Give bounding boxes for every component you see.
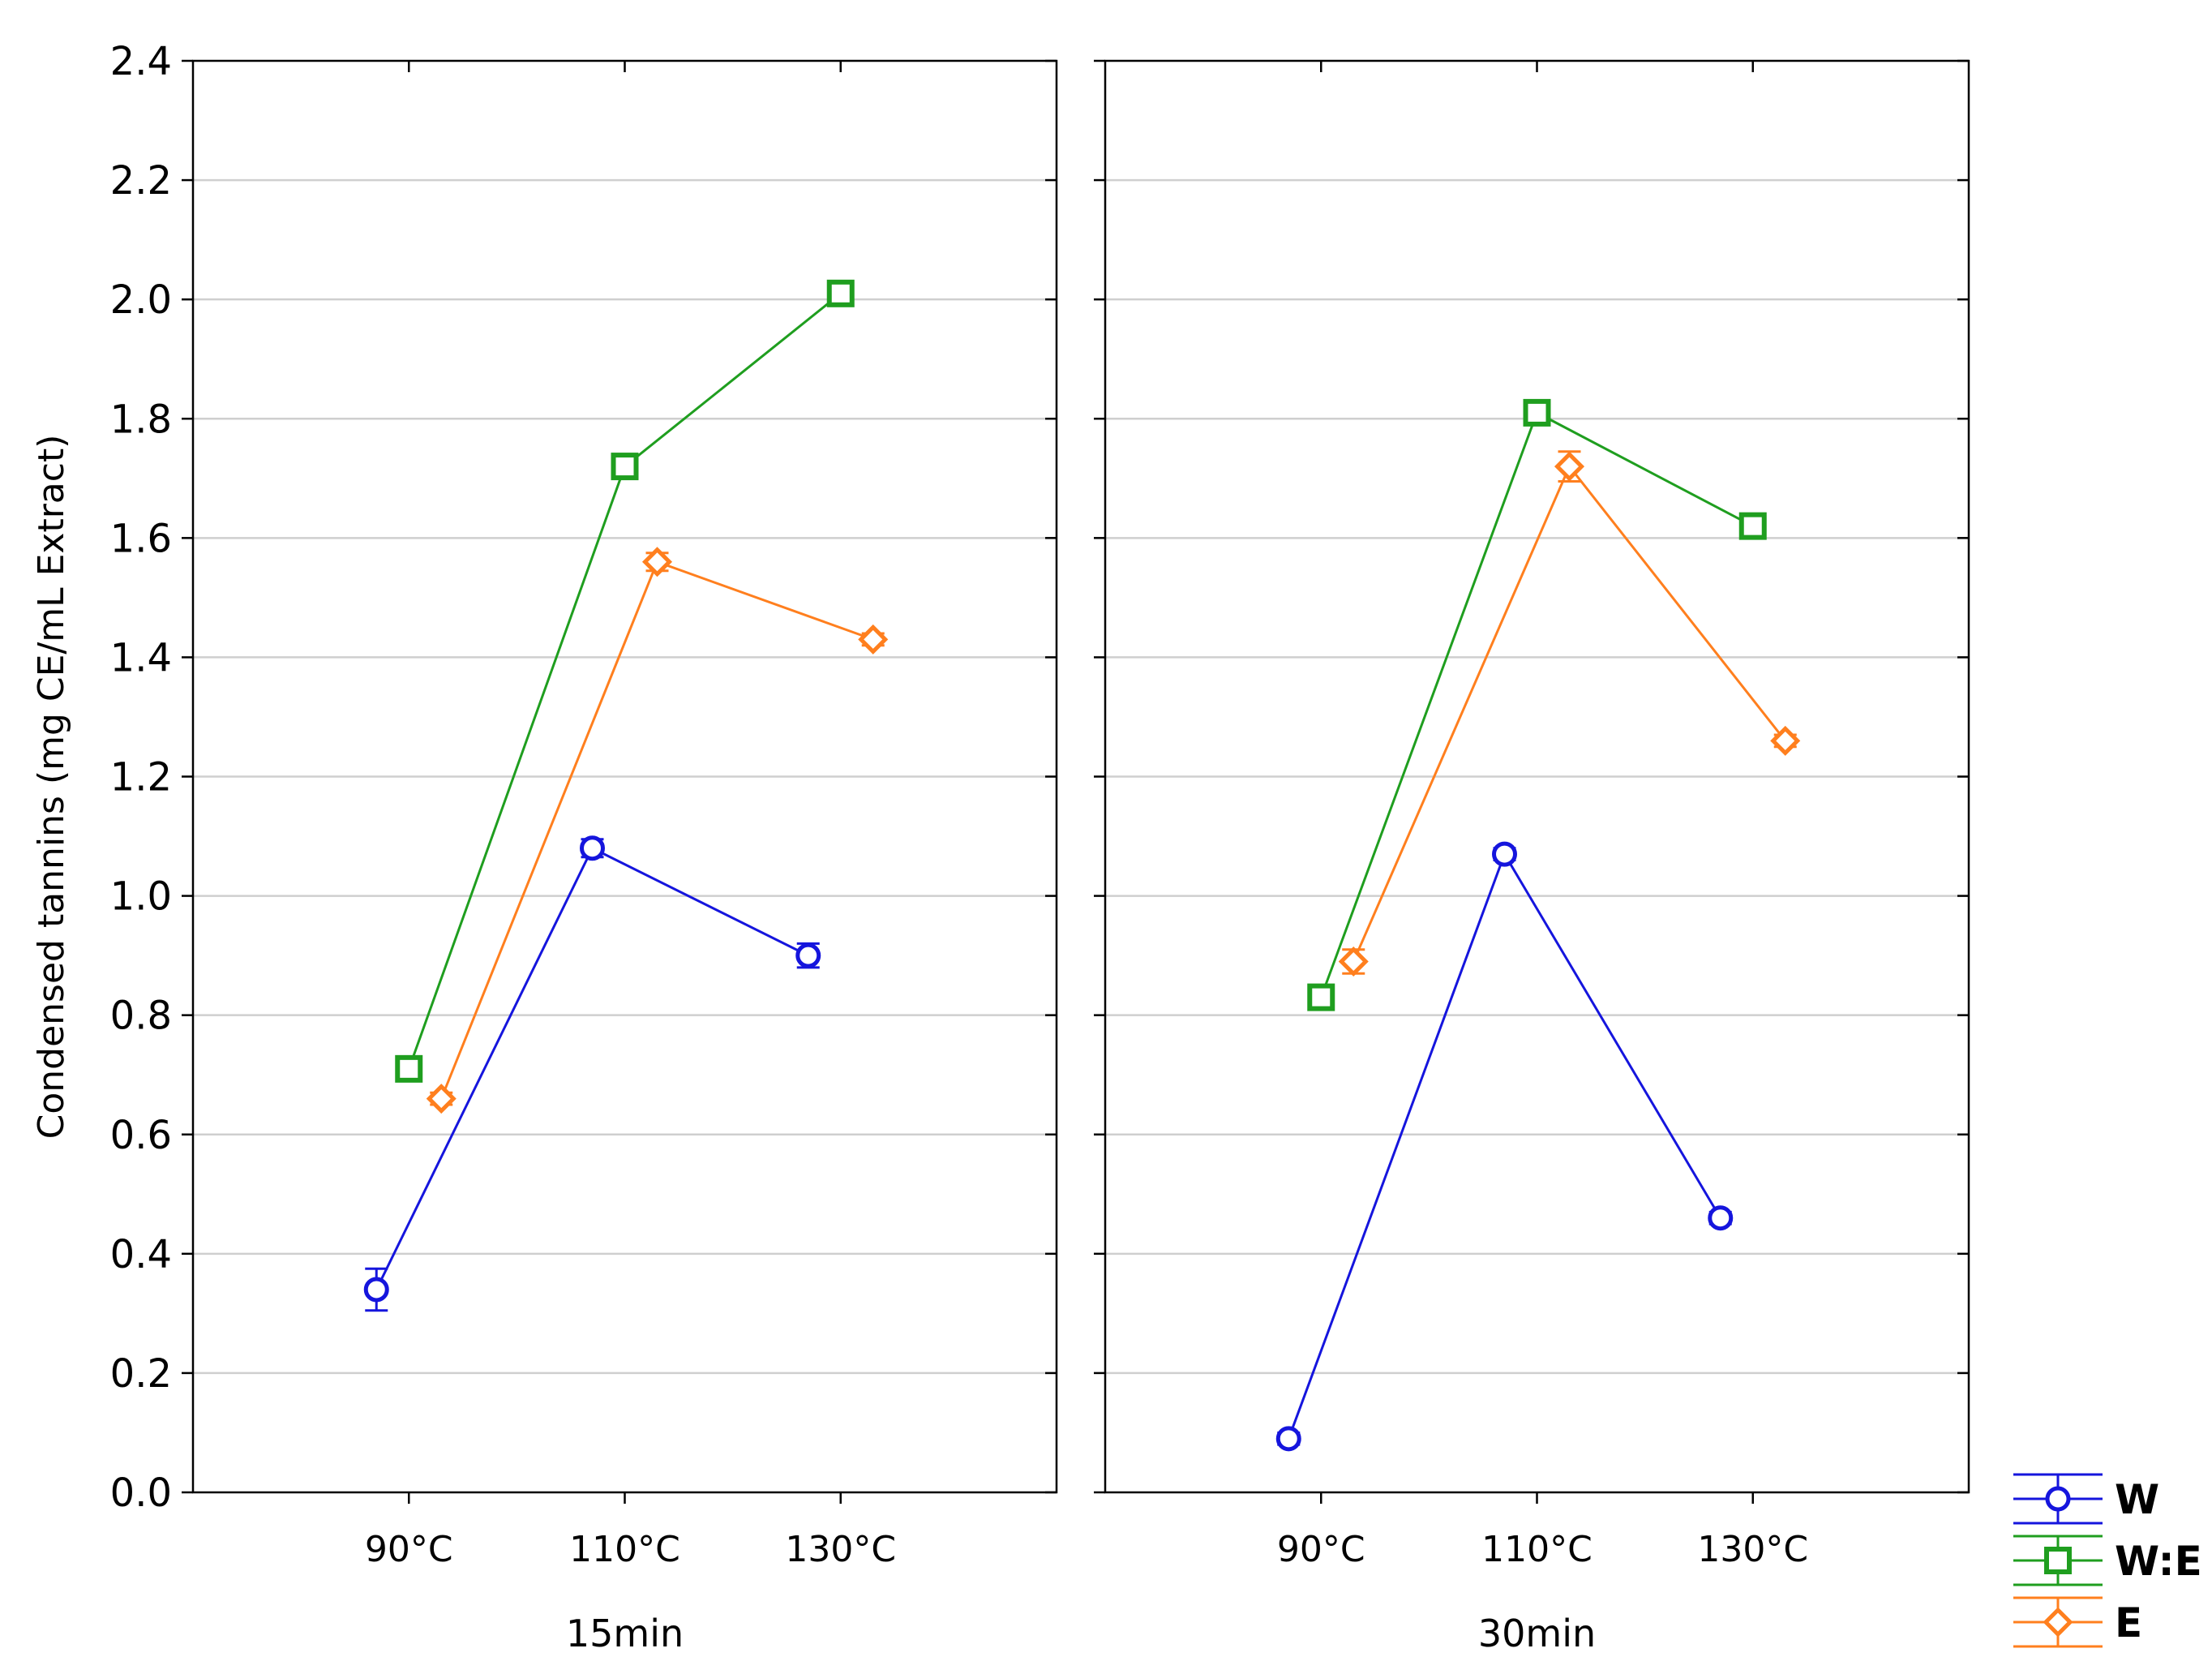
- y-tick-label: 2.2: [110, 158, 172, 204]
- y-tick-label: 0.8: [110, 994, 172, 1039]
- panel-label: 30min: [1478, 1612, 1596, 1655]
- y-tick-label: 1.8: [110, 397, 172, 442]
- data-point: [795, 942, 821, 968]
- data-point: [1275, 1426, 1301, 1452]
- y-tick-label: 2.0: [110, 277, 172, 323]
- series-line: [407, 292, 842, 1070]
- y-tick-label: 1.4: [110, 635, 172, 680]
- x-tick-label: 90°C: [365, 1529, 453, 1570]
- plot-panels: 90°C 110°C 130°C 15min 90°C 110°C 130°C 30min: [182, 59, 1970, 1655]
- data-point: [426, 1084, 457, 1114]
- series-E: [1338, 450, 1801, 977]
- data-point: [580, 835, 605, 861]
- x-tick-label: 110°C: [569, 1529, 680, 1570]
- data-point: [1338, 946, 1369, 977]
- data-point: [858, 624, 889, 655]
- data-point: [1523, 398, 1551, 427]
- y-tick-labels: 0.0 0.2 0.4 0.6 0.8 1.0 1.2 1.4 1.6 1.8 2.0 2.2 2.4: [110, 39, 172, 1516]
- legend-item-W:E: W:E: [2013, 1535, 2202, 1586]
- data-point: [363, 1277, 389, 1303]
- series-W: [1275, 841, 1734, 1452]
- y-axis-label: Condensed tannins (mg CE/mL Extract): [31, 435, 72, 1140]
- y-tick-label: 0.2: [110, 1351, 172, 1397]
- data-point: [1738, 512, 1767, 540]
- data-point: [641, 547, 673, 577]
- series-line: [439, 560, 874, 1100]
- series-line: [375, 846, 809, 1290]
- y-tick-label: 1.6: [110, 516, 172, 561]
- y-tick-label: 1.2: [110, 755, 172, 801]
- data-point: [1492, 841, 1517, 867]
- data-point: [2045, 1486, 2071, 1512]
- data-point: [2044, 1547, 2072, 1574]
- legend-label: W: [2115, 1476, 2159, 1523]
- data-point: [1770, 725, 1801, 756]
- series-E: [426, 547, 889, 1114]
- legend: W W:E E: [2013, 1473, 2202, 1648]
- panel-15min: 90°C 110°C 130°C 15min: [182, 59, 1058, 1655]
- series-W:E: [395, 279, 855, 1083]
- legend-label: E: [2115, 1599, 2142, 1646]
- x-tick-label: 130°C: [1697, 1529, 1808, 1570]
- legend-label: W:E: [2115, 1538, 2202, 1585]
- data-point: [1307, 983, 1335, 1011]
- data-point: [395, 1054, 423, 1083]
- y-tick-label: 0.6: [110, 1113, 172, 1158]
- y-tick-label: 2.4: [110, 39, 172, 84]
- y-tick-label: 0.0: [110, 1470, 172, 1516]
- series-W: [363, 835, 821, 1312]
- legend-item-W: W: [2013, 1473, 2159, 1525]
- data-point: [1554, 451, 1585, 482]
- panel-30min: 90°C 110°C 130°C 30min: [1094, 59, 1970, 1655]
- series-W:E: [1307, 398, 1767, 1011]
- data-point: [1708, 1205, 1734, 1231]
- x-tick-label: 90°C: [1277, 1529, 1365, 1570]
- x-tick-label: 130°C: [785, 1529, 896, 1570]
- y-tick-label: 1.0: [110, 874, 172, 920]
- x-tick-label: 110°C: [1481, 1529, 1593, 1570]
- y-tick-label: 0.4: [110, 1232, 172, 1277]
- series-line: [1352, 464, 1786, 963]
- data-point: [2043, 1607, 2073, 1638]
- legend-item-E: E: [2013, 1596, 2142, 1648]
- data-point: [826, 279, 855, 307]
- panel-label: 15min: [566, 1612, 684, 1655]
- series-line: [1287, 851, 1722, 1440]
- data-point: [611, 453, 639, 481]
